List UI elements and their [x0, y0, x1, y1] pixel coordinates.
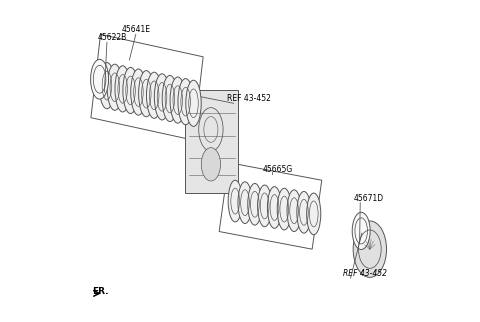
Text: FR.: FR.	[93, 287, 109, 296]
Ellipse shape	[146, 72, 162, 118]
Ellipse shape	[307, 193, 321, 235]
Ellipse shape	[91, 59, 108, 99]
Text: 45641E: 45641E	[121, 25, 150, 34]
Ellipse shape	[277, 188, 291, 230]
Ellipse shape	[201, 148, 220, 181]
Ellipse shape	[258, 185, 272, 227]
Ellipse shape	[131, 69, 146, 115]
Ellipse shape	[139, 71, 154, 117]
Ellipse shape	[178, 79, 193, 125]
Ellipse shape	[123, 67, 138, 114]
Text: REF 43-452: REF 43-452	[227, 94, 271, 103]
Text: 45665G: 45665G	[263, 165, 293, 174]
Ellipse shape	[170, 77, 185, 123]
Ellipse shape	[287, 190, 301, 232]
Ellipse shape	[248, 184, 262, 225]
Ellipse shape	[228, 180, 242, 222]
Ellipse shape	[186, 80, 201, 126]
Ellipse shape	[155, 74, 170, 120]
Text: REF 43-452: REF 43-452	[343, 269, 386, 278]
Text: 45671D: 45671D	[354, 194, 384, 203]
Ellipse shape	[107, 64, 122, 110]
Ellipse shape	[238, 182, 252, 223]
Ellipse shape	[353, 221, 386, 277]
Ellipse shape	[267, 187, 281, 228]
Ellipse shape	[99, 62, 115, 109]
Ellipse shape	[162, 75, 178, 122]
Ellipse shape	[297, 192, 311, 233]
Ellipse shape	[115, 66, 131, 112]
Ellipse shape	[352, 212, 370, 250]
Text: 45622B: 45622B	[97, 33, 127, 43]
Bar	[185, 90, 239, 193]
